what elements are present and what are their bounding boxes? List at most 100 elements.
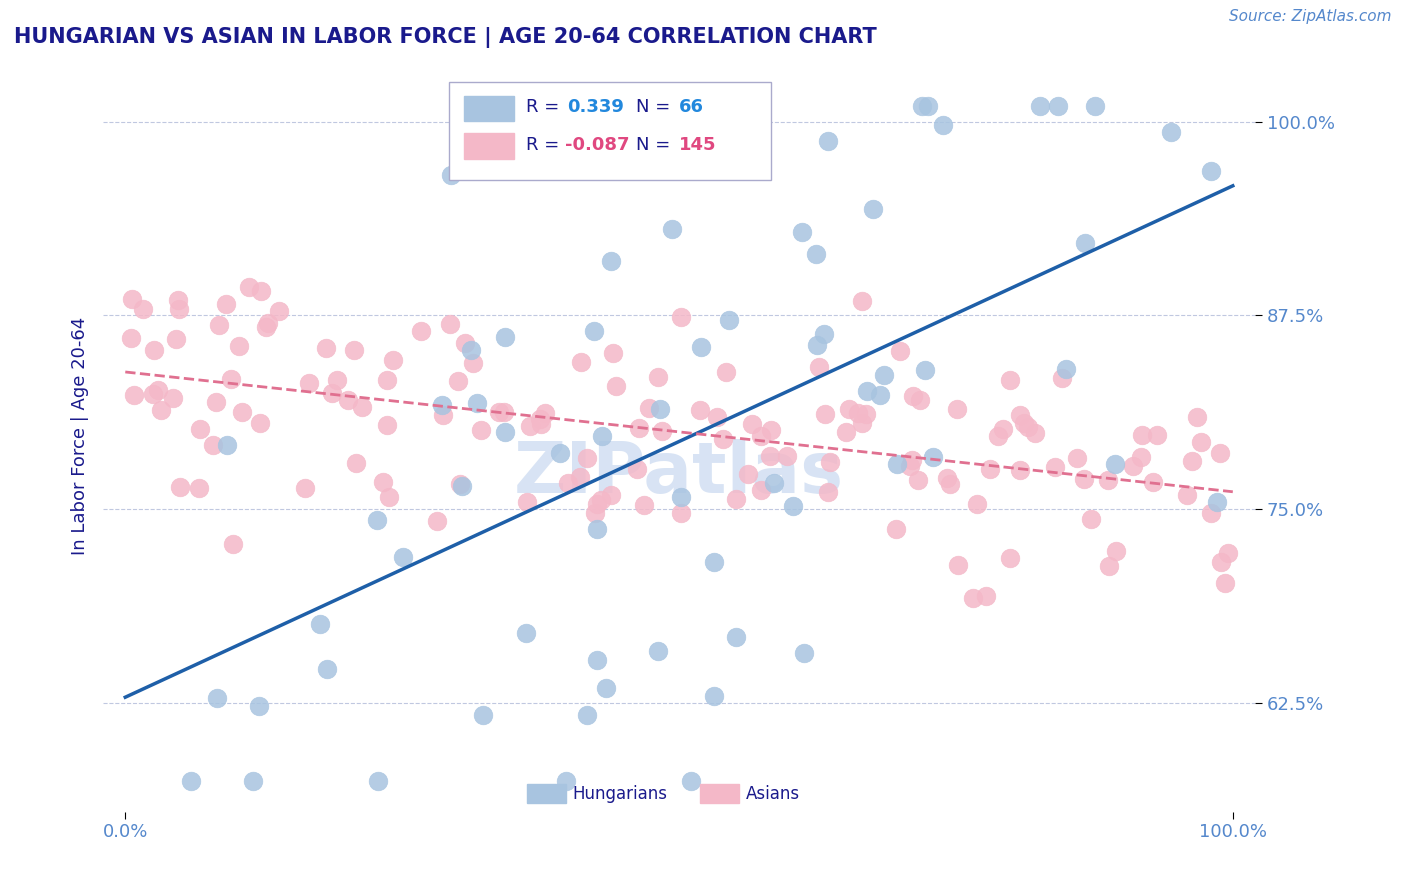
Text: N =: N = [637,136,671,153]
Point [1209,555,1232,569]
Point [898,459,921,474]
Point [201,438,224,452]
Point [494,330,516,344]
Point [814,407,837,421]
Point [790,225,813,239]
Point [763,476,786,491]
Point [717,313,740,327]
Point [247,698,270,713]
Point [818,455,841,469]
Text: Source: ZipAtlas.com: Source: ZipAtlas.com [1229,9,1392,24]
Text: R =: R = [526,98,560,116]
Point [205,394,228,409]
FancyBboxPatch shape [464,95,515,121]
Point [316,662,339,676]
Point [321,386,343,401]
Point [908,393,931,408]
Text: HUNGARIAN VS ASIAN IN LABOR FORCE | AGE 20-64 CORRELATION CHART: HUNGARIAN VS ASIAN IN LABOR FORCE | AGE … [14,27,877,48]
Point [367,773,389,788]
Point [586,653,609,667]
Point [120,331,142,345]
Point [1097,559,1119,574]
Point [1185,410,1208,425]
Point [939,477,962,491]
Point [782,499,804,513]
Point [461,356,484,370]
Point [835,425,858,439]
Point [449,477,471,491]
Point [366,513,388,527]
Point [166,293,188,307]
Point [979,462,1001,476]
Point [375,373,398,387]
Point [817,134,839,148]
Point [661,222,683,236]
Point [447,374,470,388]
Point [492,405,515,419]
Point [599,488,621,502]
Point [426,514,449,528]
FancyBboxPatch shape [527,784,567,803]
Point [1054,361,1077,376]
Point [627,421,650,435]
Point [228,338,250,352]
Point [519,419,541,434]
Point [1008,462,1031,476]
Point [439,168,461,182]
Point [586,522,609,536]
Point [409,324,432,338]
Point [208,318,231,332]
Point [914,363,936,377]
Point [574,99,596,113]
Point [1047,99,1070,113]
Point [439,318,461,332]
Point [679,773,702,788]
Point [724,630,747,644]
Point [1024,426,1046,441]
Point [238,279,260,293]
Point [149,402,172,417]
Point [1012,416,1035,430]
Point [1073,472,1095,486]
Point [1105,544,1128,558]
Point [342,343,364,357]
Point [647,369,669,384]
Point [966,497,988,511]
Point [749,429,772,443]
Point [1066,450,1088,465]
Point [671,506,693,520]
Point [217,438,239,452]
FancyBboxPatch shape [449,82,770,180]
Point [219,372,242,386]
Point [1201,506,1223,520]
Point [873,368,896,383]
Point [432,408,454,422]
Point [165,332,187,346]
Point [146,383,169,397]
Text: R =: R = [526,136,560,153]
Point [591,429,613,443]
Point [1050,370,1073,384]
Point [1205,495,1227,509]
Point [1029,99,1052,113]
Point [326,374,349,388]
Point [315,342,337,356]
Point [1122,458,1144,473]
Point [716,365,738,379]
Text: 0.339: 0.339 [567,98,624,116]
Point [1074,236,1097,251]
Point [962,591,984,606]
Point [378,491,401,505]
Point [1160,125,1182,139]
Point [725,491,748,506]
Point [974,589,997,603]
Point [256,317,278,331]
Point [1129,450,1152,464]
Point [460,343,482,357]
Point [889,343,911,358]
Point [215,296,238,310]
Point [706,409,728,424]
Point [465,396,488,410]
Point [576,708,599,723]
Point [703,689,725,703]
